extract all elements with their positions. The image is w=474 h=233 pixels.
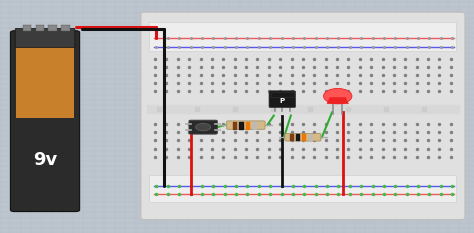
FancyBboxPatch shape xyxy=(269,91,296,108)
Bar xyxy=(16,41,74,118)
Ellipse shape xyxy=(323,88,352,104)
FancyBboxPatch shape xyxy=(10,31,80,212)
Circle shape xyxy=(196,123,211,131)
Bar xyxy=(61,25,70,31)
FancyBboxPatch shape xyxy=(141,12,465,220)
Bar xyxy=(23,25,31,31)
Text: 9v: 9v xyxy=(33,151,57,169)
FancyBboxPatch shape xyxy=(285,134,321,141)
Bar xyxy=(48,25,57,31)
FancyBboxPatch shape xyxy=(149,175,456,202)
FancyBboxPatch shape xyxy=(189,120,218,134)
Polygon shape xyxy=(327,97,348,104)
Bar xyxy=(36,25,44,31)
FancyBboxPatch shape xyxy=(15,28,75,48)
Bar xyxy=(271,92,294,97)
Text: P: P xyxy=(280,98,285,104)
FancyBboxPatch shape xyxy=(149,22,456,51)
FancyBboxPatch shape xyxy=(227,121,265,129)
